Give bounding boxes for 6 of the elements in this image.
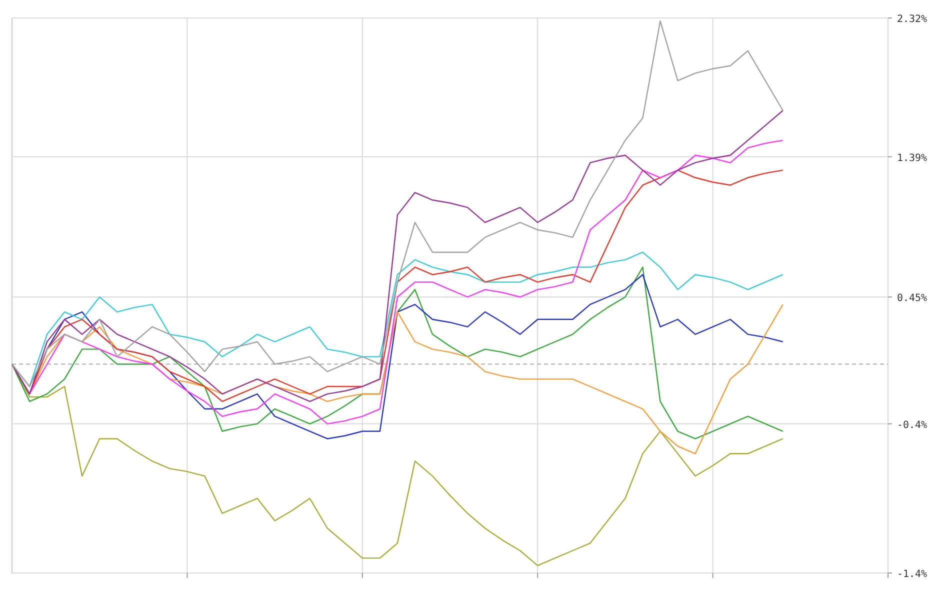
y-tick-label: 2.32% <box>896 14 928 25</box>
y-tick-label: 0.45% <box>896 292 928 304</box>
line-series <box>11 110 784 402</box>
y-tick-label: -1.4% <box>896 569 928 580</box>
y-tick-label: -0.4% <box>896 420 928 431</box>
y-tick-label: 1.39% <box>896 152 928 164</box>
